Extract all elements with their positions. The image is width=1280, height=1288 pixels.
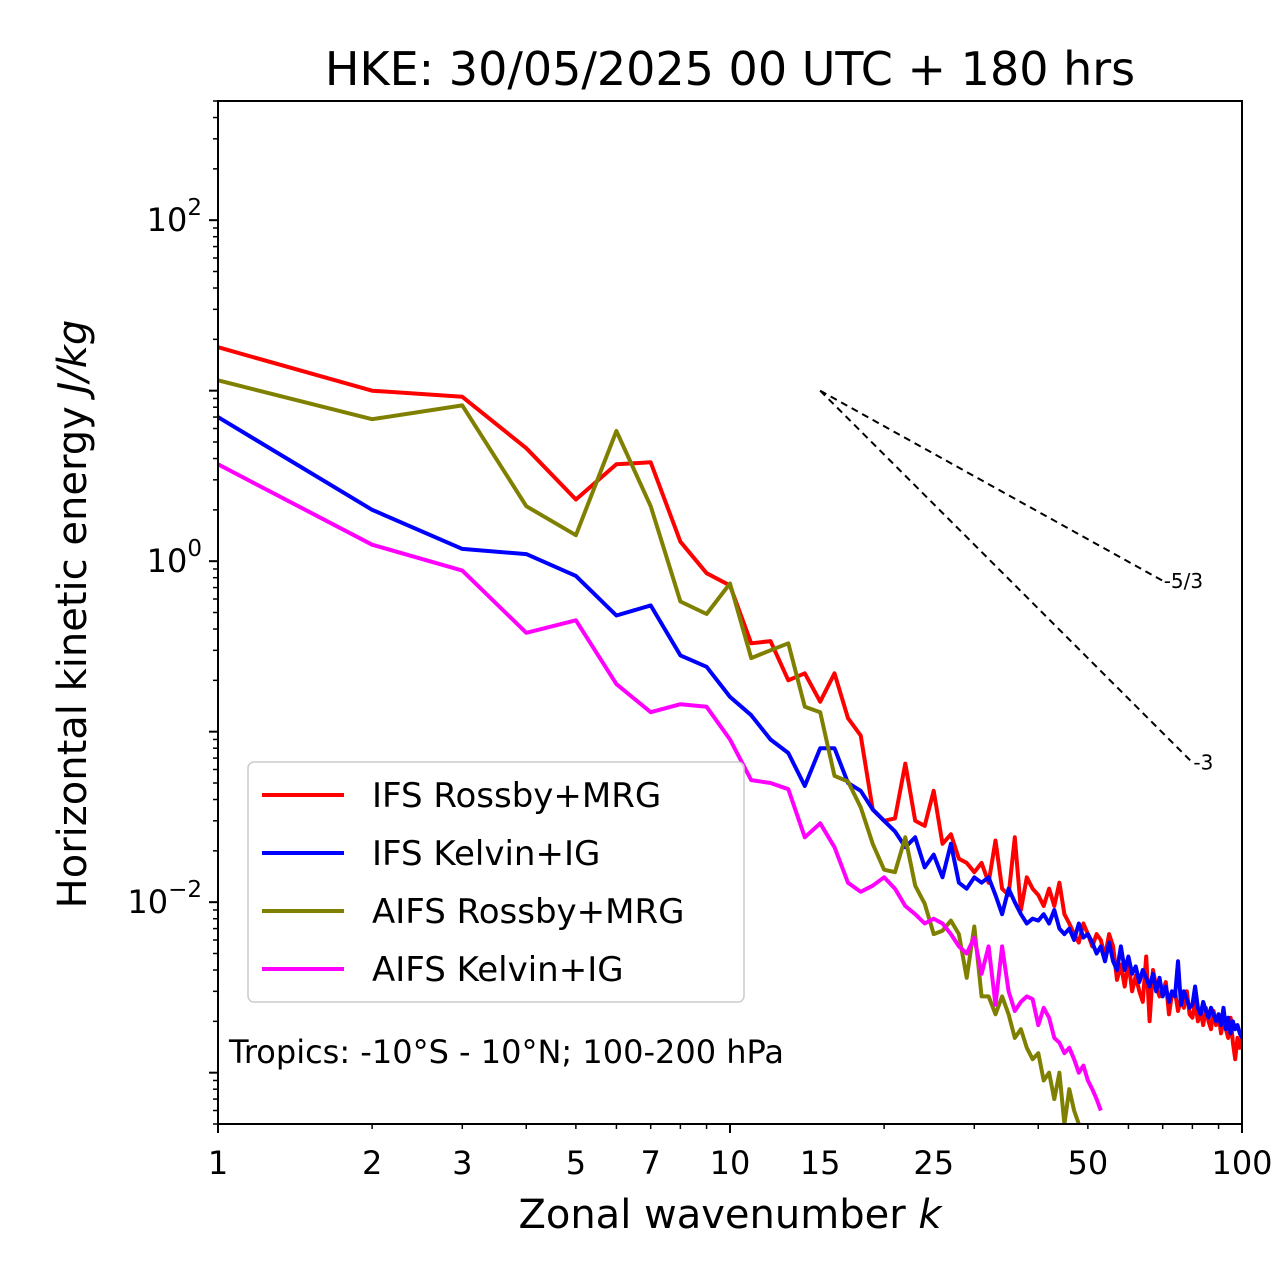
series-lines — [218, 345, 1242, 1124]
reference-slope-label: -3 — [1193, 751, 1213, 775]
y-tick-label: 100 — [147, 536, 202, 580]
x-tick-label: 100 — [1211, 1144, 1272, 1182]
series-line — [218, 462, 1103, 1112]
x-tick-labels: 1 2 3 5 7 10 15 25 50 100 — [208, 1144, 1273, 1182]
x-tick-label: 5 — [566, 1144, 586, 1182]
x-tick-label: 7 — [641, 1144, 661, 1182]
reference-slope-label: -5/3 — [1164, 569, 1203, 593]
legend: IFS Rossby+MRG IFS Kelvin+IG AIFS Rossby+M… — [247, 761, 745, 1003]
x-tick-label: 50 — [1068, 1144, 1109, 1182]
y-axis-label: Horizontal kinetic energy J/kg — [50, 320, 96, 909]
x-tick-label: 3 — [452, 1144, 472, 1182]
x-tick-label: 1 — [208, 1144, 228, 1182]
legend-entry: IFS Kelvin+IG — [372, 834, 600, 874]
y-tick-label: 10−2 — [127, 877, 202, 921]
y-tick-labels: 102 100 10−2 — [127, 195, 202, 921]
region-annotation: Tropics: -10°S - 10°N; 100-200 hPa — [228, 1033, 784, 1071]
x-axis-label-var: k — [918, 1192, 943, 1238]
reference-slope-line — [819, 389, 1164, 582]
x-axis-label: Zonal wavenumber k — [518, 1192, 943, 1238]
legend-box — [247, 761, 745, 1003]
reference-slopes: -5/3 -3 — [819, 389, 1213, 775]
chart-title: HKE: 30/05/2025 00 UTC + 180 hrs — [325, 42, 1135, 96]
series-line — [218, 415, 1242, 1039]
legend-entry: AIFS Rossby+MRG — [372, 892, 684, 932]
x-axis-label-text: Zonal wavenumber — [518, 1192, 906, 1238]
y-axis-label-units: J/kg — [50, 320, 96, 401]
x-tick-label: 25 — [913, 1144, 954, 1182]
reference-slope-line — [819, 389, 1194, 764]
x-tick-label: 2 — [362, 1144, 382, 1182]
x-tick-label: 10 — [710, 1144, 751, 1182]
x-tick-label: 15 — [800, 1144, 841, 1182]
legend-entry: AIFS Kelvin+IG — [372, 950, 624, 990]
y-axis-label-text: Horizontal kinetic energy — [50, 406, 96, 908]
y-tick-label: 102 — [147, 195, 202, 239]
plot-frame — [217, 100, 1243, 1125]
legend-entry: IFS Rossby+MRG — [372, 776, 661, 816]
